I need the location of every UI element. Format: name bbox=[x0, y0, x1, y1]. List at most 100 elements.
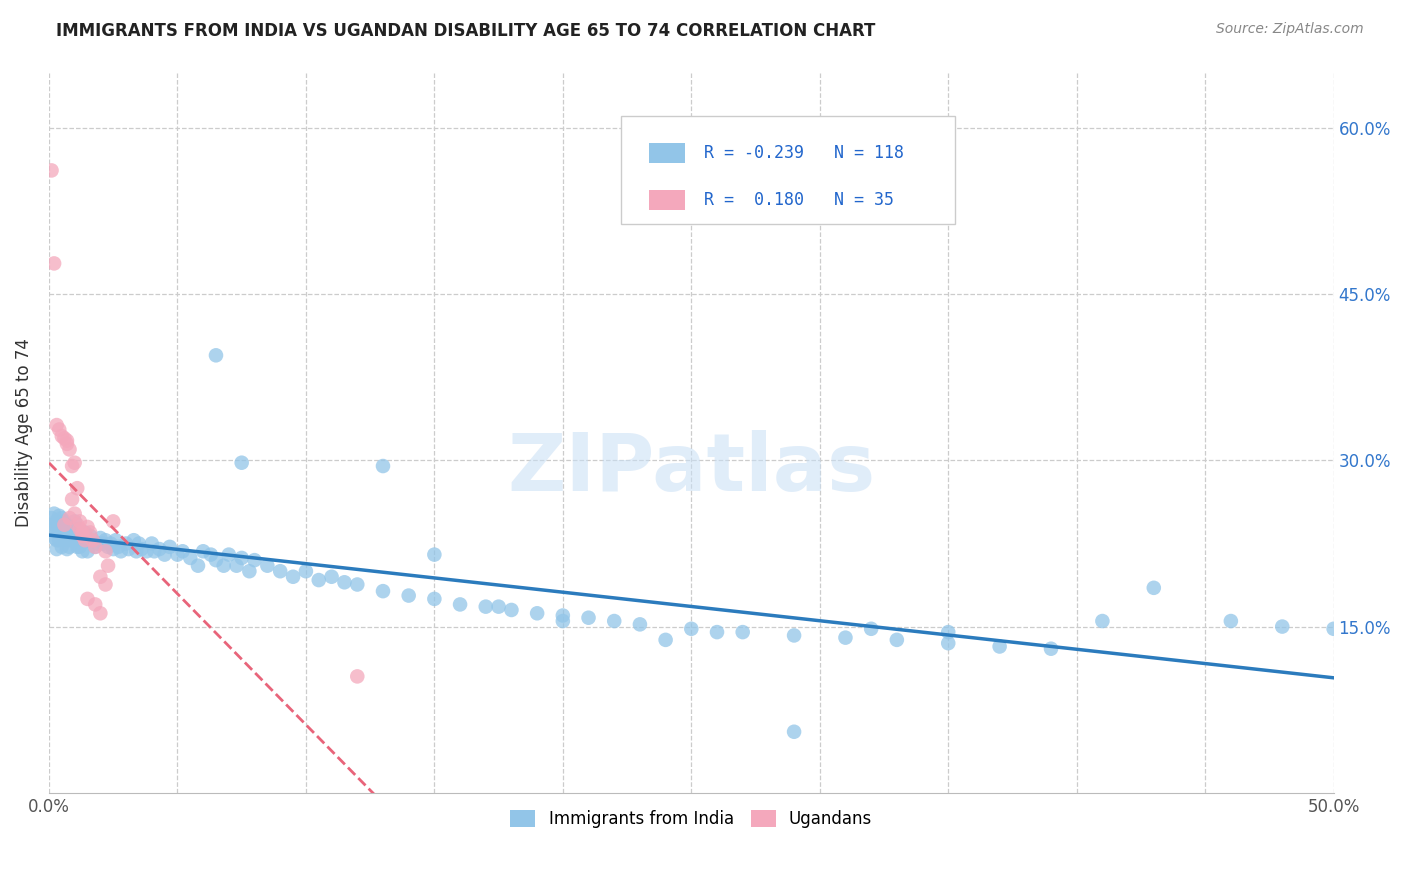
Point bbox=[76, 520, 98, 534]
Point bbox=[371, 584, 394, 599]
Point bbox=[41, 511, 63, 525]
Point bbox=[148, 542, 170, 557]
Point bbox=[53, 431, 76, 445]
Point bbox=[988, 640, 1011, 654]
Point bbox=[200, 548, 222, 562]
Point bbox=[333, 575, 356, 590]
Point bbox=[42, 507, 65, 521]
Point bbox=[48, 533, 70, 548]
Legend: Immigrants from India, Ugandans: Immigrants from India, Ugandans bbox=[503, 803, 879, 835]
Point bbox=[103, 542, 125, 557]
Point bbox=[69, 522, 91, 536]
Text: ZIPatlas: ZIPatlas bbox=[508, 430, 876, 508]
Point bbox=[628, 617, 651, 632]
Point bbox=[187, 558, 209, 573]
Point bbox=[243, 553, 266, 567]
Point bbox=[141, 536, 163, 550]
Point bbox=[58, 540, 80, 554]
Text: Source: ZipAtlas.com: Source: ZipAtlas.com bbox=[1216, 22, 1364, 37]
Point bbox=[100, 536, 122, 550]
Point bbox=[212, 558, 235, 573]
Point bbox=[256, 558, 278, 573]
Point bbox=[42, 531, 65, 545]
Point bbox=[42, 256, 65, 270]
Point bbox=[84, 540, 107, 554]
Point bbox=[1040, 641, 1063, 656]
Text: R =  0.180   N = 35: R = 0.180 N = 35 bbox=[704, 191, 894, 209]
Point bbox=[45, 522, 67, 536]
Point bbox=[89, 531, 111, 545]
Point bbox=[73, 533, 96, 548]
Point bbox=[51, 511, 73, 525]
Point bbox=[76, 533, 98, 548]
Point bbox=[117, 542, 139, 557]
Point bbox=[66, 481, 89, 495]
Bar bbox=[650, 190, 685, 211]
Point bbox=[936, 625, 959, 640]
Point bbox=[488, 599, 510, 614]
Point bbox=[41, 522, 63, 536]
Point bbox=[107, 540, 129, 554]
Point bbox=[191, 544, 214, 558]
Point bbox=[48, 520, 70, 534]
Point bbox=[53, 517, 76, 532]
Point bbox=[60, 458, 83, 473]
Point bbox=[166, 548, 188, 562]
Point bbox=[103, 515, 125, 529]
Point bbox=[45, 418, 67, 433]
Point bbox=[76, 544, 98, 558]
Point bbox=[449, 598, 471, 612]
Point bbox=[97, 540, 120, 554]
Point bbox=[48, 508, 70, 523]
Point bbox=[56, 434, 79, 448]
Point bbox=[63, 515, 86, 529]
Point bbox=[238, 564, 260, 578]
Point bbox=[82, 533, 104, 548]
Point bbox=[72, 544, 94, 558]
Point bbox=[56, 437, 79, 451]
Point bbox=[60, 522, 83, 536]
Point bbox=[231, 550, 253, 565]
Point bbox=[783, 628, 806, 642]
Point bbox=[731, 625, 754, 640]
Point bbox=[69, 515, 91, 529]
Point bbox=[179, 550, 201, 565]
Point bbox=[231, 456, 253, 470]
Point bbox=[84, 598, 107, 612]
Point bbox=[295, 564, 318, 578]
Point bbox=[131, 542, 153, 557]
Point bbox=[501, 603, 523, 617]
Point bbox=[51, 429, 73, 443]
Point bbox=[66, 517, 89, 532]
Point bbox=[45, 542, 67, 557]
Point bbox=[115, 536, 138, 550]
Point bbox=[135, 544, 157, 558]
Point bbox=[84, 540, 107, 554]
Point bbox=[72, 529, 94, 543]
Point bbox=[1271, 619, 1294, 633]
Point bbox=[551, 614, 574, 628]
Point bbox=[56, 529, 79, 543]
Point bbox=[60, 492, 83, 507]
Point bbox=[269, 564, 291, 578]
Point bbox=[60, 533, 83, 548]
Point bbox=[58, 529, 80, 543]
Point bbox=[474, 599, 496, 614]
Point bbox=[66, 540, 89, 554]
Point bbox=[783, 724, 806, 739]
Point bbox=[72, 525, 94, 540]
Point bbox=[69, 525, 91, 540]
Point bbox=[321, 570, 343, 584]
Point bbox=[45, 533, 67, 548]
Point bbox=[89, 607, 111, 621]
Point bbox=[91, 536, 114, 550]
Point bbox=[125, 544, 148, 558]
Point bbox=[886, 632, 908, 647]
Point bbox=[63, 507, 86, 521]
Point bbox=[423, 548, 446, 562]
Point bbox=[205, 553, 228, 567]
Point bbox=[371, 458, 394, 473]
Point bbox=[526, 607, 548, 621]
Point bbox=[1219, 614, 1241, 628]
Point bbox=[1091, 614, 1114, 628]
